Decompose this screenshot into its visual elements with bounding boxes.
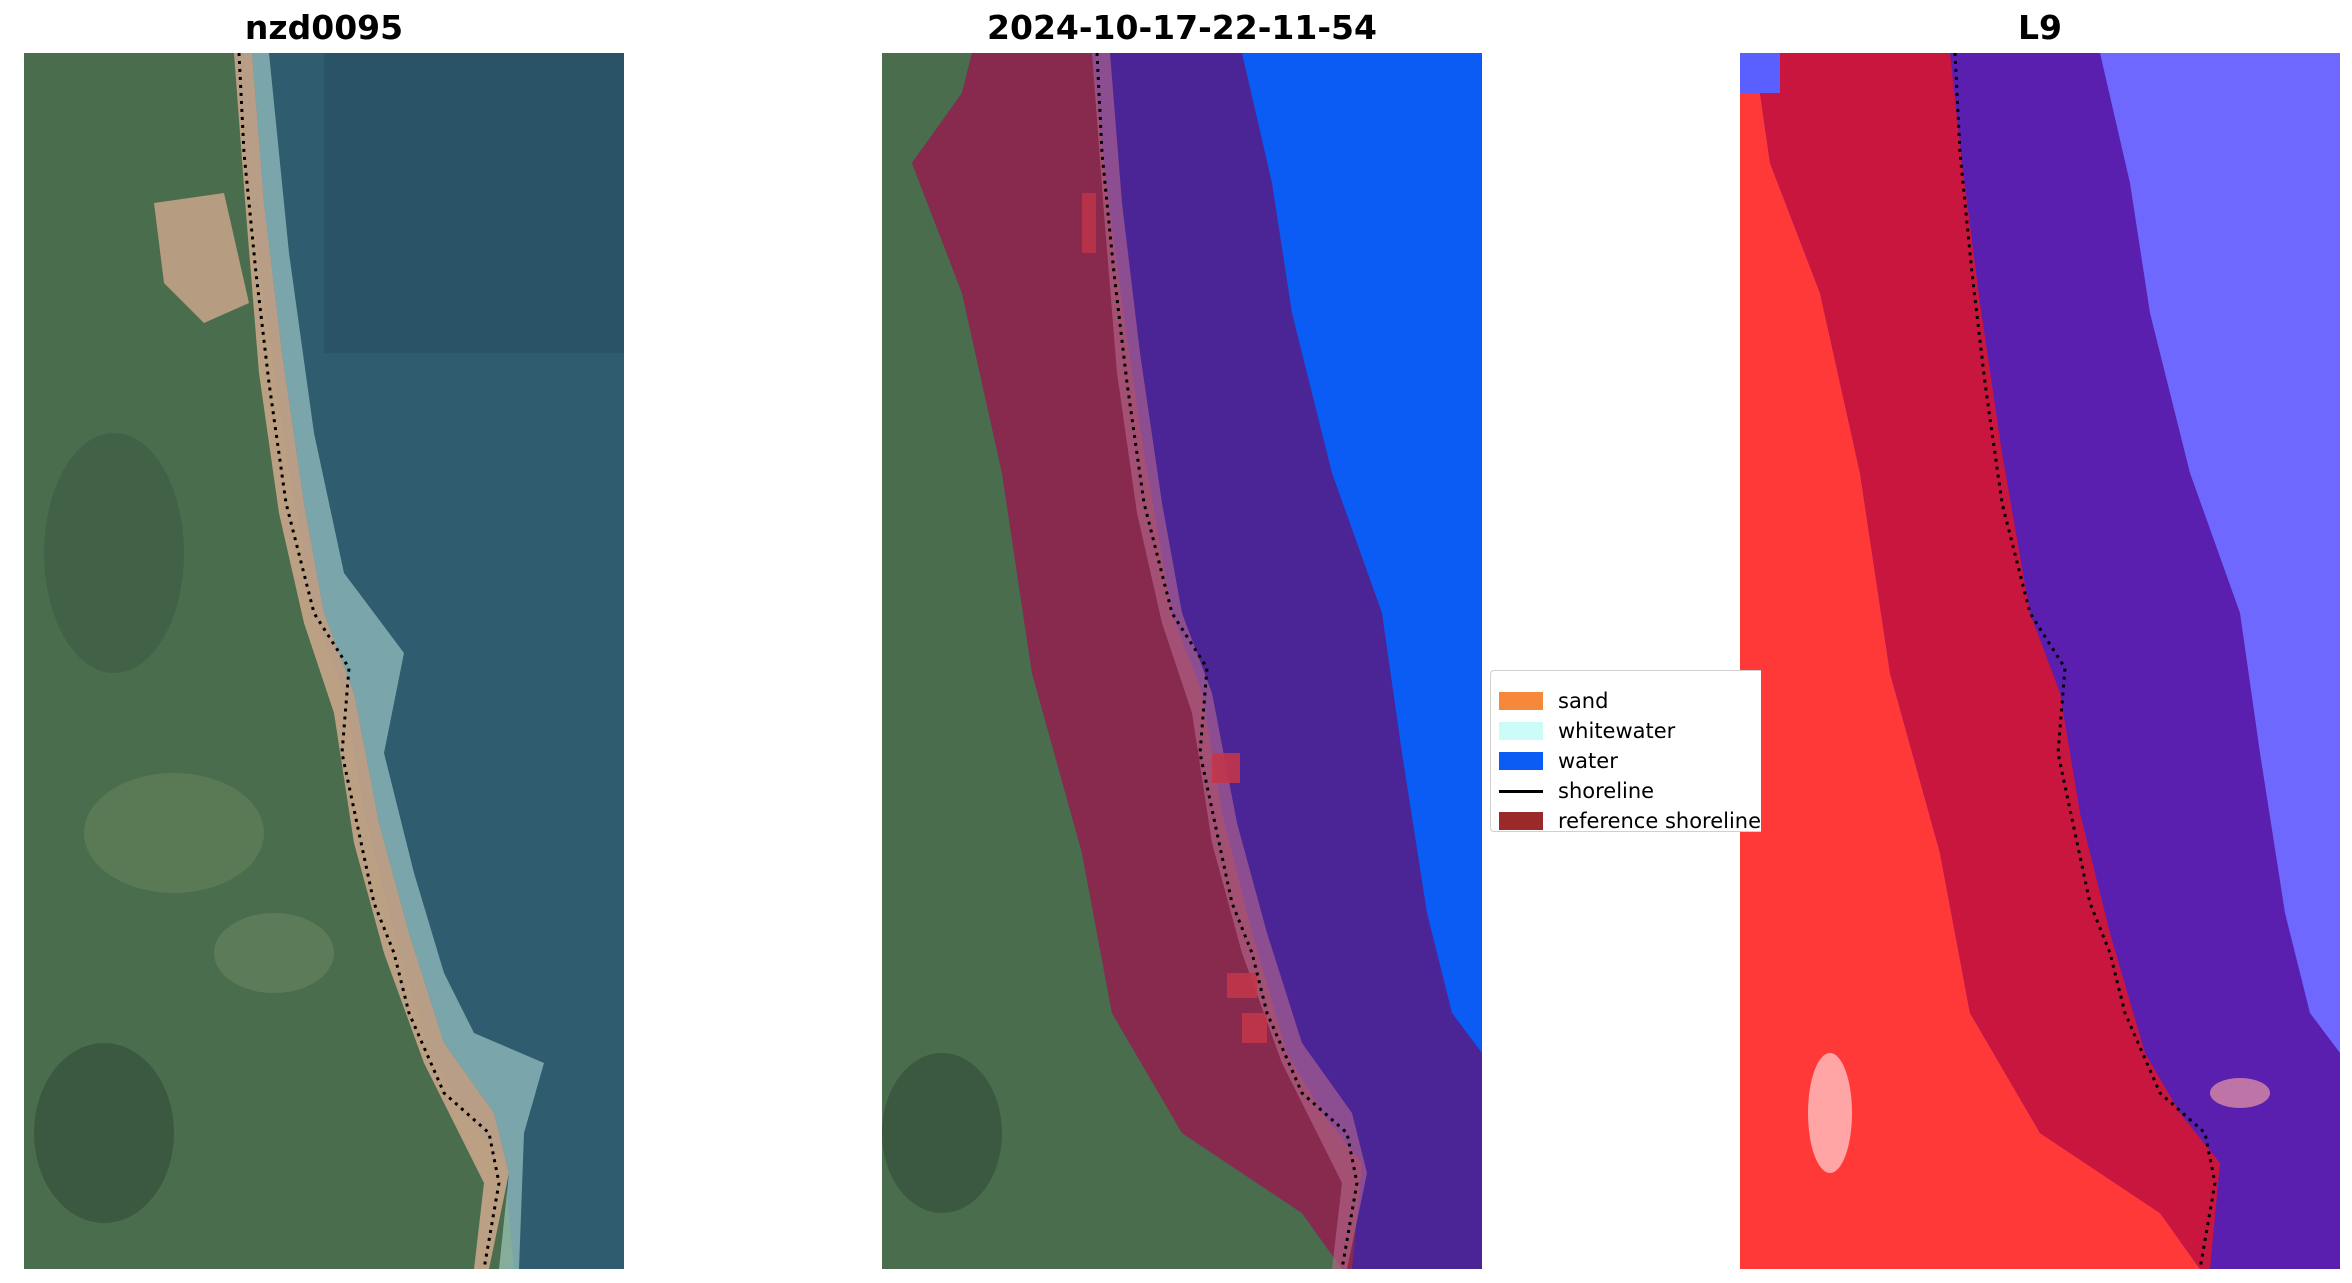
legend-item-shoreline: shoreline xyxy=(1499,777,1654,805)
index-image xyxy=(1740,53,2340,1269)
whitewater-swatch xyxy=(1499,722,1543,740)
legend-item-sand: sand xyxy=(1499,687,1608,715)
legend: sand whitewater water shoreline referenc… xyxy=(1490,670,1761,832)
classification-panel xyxy=(882,53,1482,1269)
water-swatch xyxy=(1499,752,1543,770)
legend-label: shoreline xyxy=(1558,779,1655,803)
panel-title-rgb: nzd0095 xyxy=(244,8,404,47)
rgb-satellite-image xyxy=(24,53,624,1269)
panel-title-classification: 2024-10-17-22-11-54 xyxy=(987,8,1377,47)
index-panel xyxy=(1740,53,2340,1269)
whitewater-band xyxy=(252,53,544,1269)
legend-label: reference shoreline xyxy=(1558,809,1761,832)
shoreline-line-sample xyxy=(1499,789,1543,793)
legend-label: whitewater xyxy=(1558,719,1676,743)
legend-item-water: water xyxy=(1499,747,1618,775)
reference-shoreline-swatch xyxy=(1499,812,1543,830)
legend-item-reference-shoreline: reference shoreline xyxy=(1499,807,1761,832)
sand-swatch xyxy=(1499,692,1543,710)
legend-item-whitewater: whitewater xyxy=(1499,717,1675,745)
panel-title-index: L9 xyxy=(2018,8,2062,47)
legend-label: water xyxy=(1558,749,1618,773)
classification-image xyxy=(882,53,1482,1269)
rgb-image-panel xyxy=(24,53,624,1269)
buffer-land-side xyxy=(1760,53,2220,1269)
beach-strip xyxy=(234,53,509,1269)
legend-label: sand xyxy=(1558,689,1609,713)
